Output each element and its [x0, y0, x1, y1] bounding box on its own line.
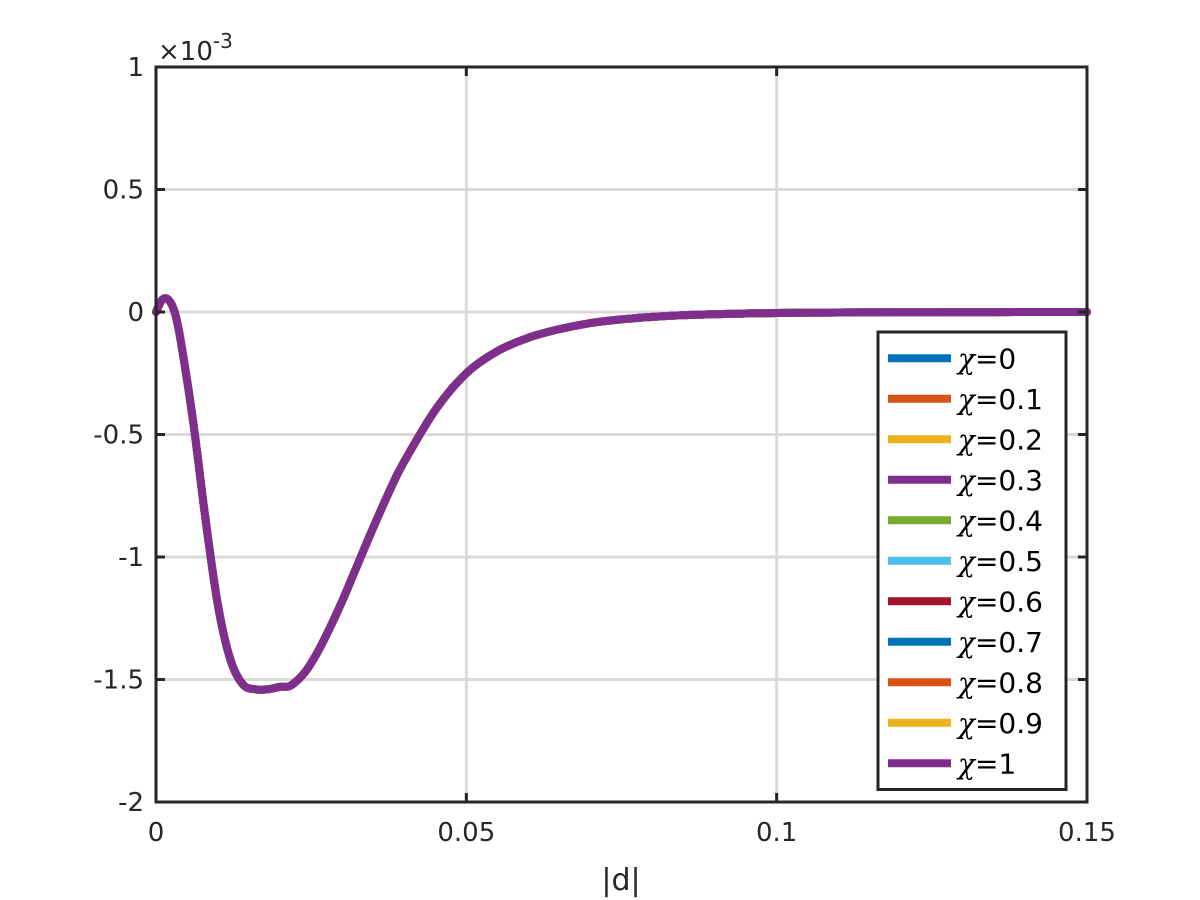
x-tick-label: 0.05: [437, 818, 495, 848]
legend-symbol: χ: [956, 504, 977, 537]
y-tick-label: 0.5: [103, 176, 144, 206]
y-tick-label: -2: [118, 788, 144, 818]
y-tick-label: 0: [127, 298, 144, 328]
legend: χ=0χ=0.1χ=0.2χ=0.3χ=0.4χ=0.5χ=0.6χ=0.7χ=…: [876, 330, 1068, 791]
y-tick-label: -1.5: [93, 666, 144, 696]
y-exponent-power: -3: [213, 29, 233, 53]
legend-symbol: χ: [956, 383, 977, 416]
legend-entry: χ=0.7: [956, 626, 1043, 659]
y-tick-label: -0.5: [93, 421, 144, 451]
legend-entry: χ=0: [956, 342, 1016, 375]
legend-symbol: χ: [956, 747, 977, 780]
legend-symbol: χ: [956, 545, 977, 578]
legend-symbol: χ: [956, 585, 977, 618]
y-exponent-label: ×10-3: [158, 29, 233, 67]
legend-entry: χ=0.4: [956, 504, 1043, 537]
legend-label: =0.9: [975, 707, 1043, 740]
legend-entry: χ=0.6: [956, 585, 1043, 618]
legend-label: =0.1: [975, 383, 1043, 416]
x-axis-label: |d|: [601, 863, 640, 898]
y-exponent-base: ×10: [158, 37, 213, 67]
legend-entry: χ=0.1: [956, 383, 1043, 416]
series-line: [152, 294, 1091, 694]
legend-label: =0.2: [975, 423, 1043, 456]
legend-symbol: χ: [956, 464, 977, 497]
x-tick-label: 0.15: [1058, 818, 1116, 848]
legend-label: =0: [975, 342, 1016, 375]
legend-label: =0.4: [975, 504, 1043, 537]
legend-label: =1: [975, 747, 1016, 780]
legend-entry: χ=0.2: [956, 423, 1043, 456]
series-lines: [152, 294, 1091, 694]
axis-ticks: [154, 65, 1089, 804]
legend-label: =0.8: [975, 666, 1043, 699]
legend-label: =0.6: [975, 585, 1043, 618]
legend-symbol: χ: [956, 707, 977, 740]
legend-label: =0.3: [975, 464, 1043, 497]
tick-labels: 0 0.05 0.1 0.15 1 0.5 0 -0.5 -1 -1.5 -2: [93, 53, 1116, 848]
legend-entry: χ=0.8: [956, 666, 1043, 699]
legend-entry: χ=0.3: [956, 464, 1043, 497]
legend-label: =0.7: [975, 626, 1043, 659]
legend-entry: χ=1: [956, 747, 1016, 780]
x-tick-label: 0.1: [756, 818, 797, 848]
legend-symbol: χ: [956, 423, 977, 456]
y-tick-label: 1: [127, 53, 144, 83]
legend-entry: χ=0.5: [956, 545, 1043, 578]
legend-symbol: χ: [956, 342, 977, 375]
legend-label: =0.5: [975, 545, 1043, 578]
y-tick-label: -1: [118, 543, 144, 573]
x-tick-label: 0: [148, 818, 165, 848]
legend-symbol: χ: [956, 666, 977, 699]
legend-entry: χ=0.9: [956, 707, 1043, 740]
legend-symbol: χ: [956, 626, 977, 659]
